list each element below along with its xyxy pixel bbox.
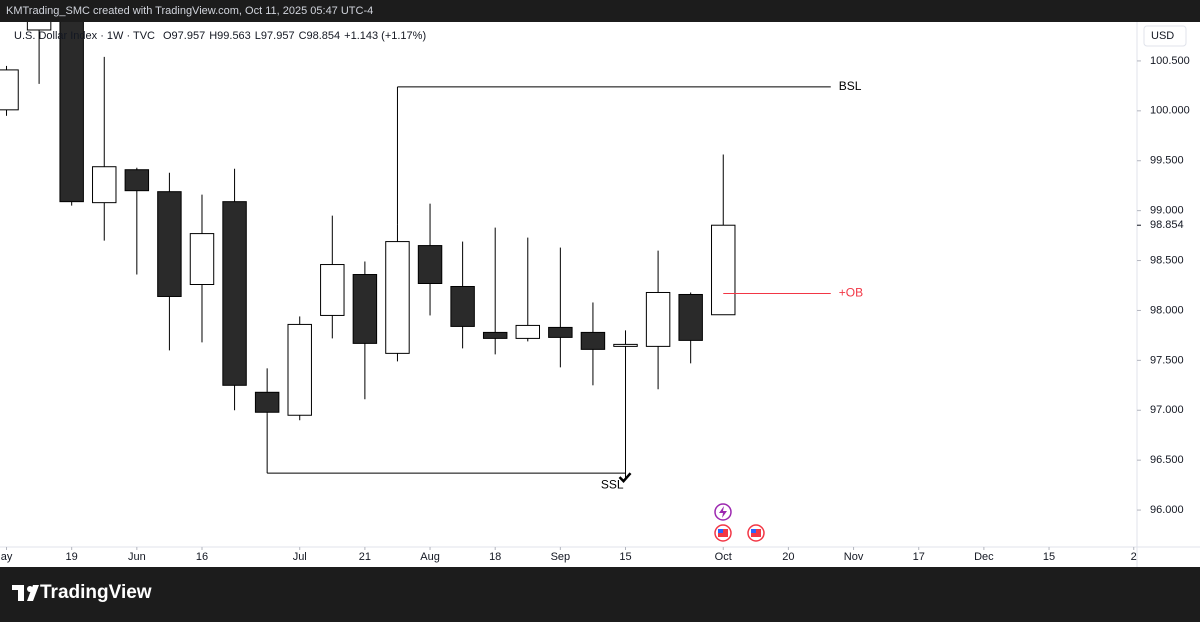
candle-body [548, 326, 573, 338]
top-bar [0, 0, 1200, 22]
candle [482, 227, 508, 355]
candle [645, 250, 671, 390]
x-tick-label: 2 [1131, 551, 1137, 563]
candle-body [580, 331, 606, 350]
currency-button[interactable] [1143, 25, 1187, 47]
plot [0, 22, 736, 479]
candle [189, 194, 215, 343]
candle [450, 241, 475, 349]
x-tick-label: 15 [1043, 551, 1055, 563]
candle-body [26, 22, 52, 31]
candle [26, 22, 52, 84]
candle [92, 56, 117, 241]
legend-item: H99.563 [209, 30, 251, 42]
candle [124, 167, 150, 275]
x-tick-label: 20 [782, 551, 794, 563]
event-icons [714, 503, 765, 542]
header-text: KMTrading_SMC created with TradingView.c… [6, 5, 373, 17]
x-tick-label: 15 [619, 551, 631, 563]
y-tick-label: 99.000 [1150, 205, 1184, 217]
candle-body [124, 169, 150, 192]
legend-item: O97.957 [163, 30, 205, 42]
level-label: SSL [601, 477, 624, 491]
candle-body [222, 201, 247, 386]
candle-body [189, 233, 215, 285]
candle-body [59, 22, 84, 203]
candle-body [157, 191, 182, 297]
level-label: BSL [839, 79, 862, 93]
x-tick-label: 19 [66, 551, 78, 563]
candle-body [613, 343, 638, 347]
legend-item: L97.957 [255, 30, 295, 42]
candle [0, 65, 19, 116]
candle-body [352, 274, 378, 344]
y-tick-label: 99.500 [1150, 155, 1184, 167]
legend-item: U.S. Dollar Index · 1W · TVC [14, 30, 155, 42]
candle-body [287, 323, 312, 416]
x-tick-label: 21 [359, 551, 371, 563]
candle-body [254, 391, 280, 413]
legend-item: +1.143 (+1.17%) [344, 30, 426, 42]
candle [254, 368, 280, 414]
legend-item: C98.854 [299, 30, 341, 42]
candle-body [0, 69, 19, 111]
brand-name: TradingView [40, 582, 152, 603]
candle [417, 203, 443, 316]
candle [678, 292, 703, 364]
y-tick-label: 97.500 [1150, 354, 1184, 366]
y-tick-label: 98.500 [1150, 254, 1184, 266]
candle [515, 237, 541, 342]
last-price-label: 98.854 [1150, 219, 1184, 231]
chart-area [0, 22, 1200, 567]
candle [352, 261, 378, 400]
candle-body [320, 264, 345, 316]
candle [548, 247, 573, 368]
y-tick-label: 98.000 [1150, 304, 1184, 316]
candle-body [482, 331, 508, 339]
x-tick-label: Aug [420, 551, 440, 563]
brand-logo-dot [27, 586, 33, 592]
candle [613, 330, 638, 479]
x-tick-label: 16 [196, 551, 208, 563]
x-tick-label: ay [1, 551, 13, 563]
legend: U.S. Dollar Index · 1W · TVC O97.957 H99.5… [14, 30, 426, 42]
x-tick-label: Jul [293, 551, 307, 563]
candle [287, 316, 312, 421]
candle-body [515, 324, 541, 339]
y-tick-label: 100.000 [1150, 105, 1190, 117]
candle-body [450, 285, 475, 327]
currency-label: USD [1151, 30, 1174, 42]
x-tick-label: 17 [913, 551, 925, 563]
y-tick-label: 100.500 [1150, 55, 1190, 67]
candle [157, 172, 182, 351]
candle-body [678, 293, 703, 341]
x-tick-label: Oct [715, 551, 732, 563]
candle [320, 215, 345, 339]
x-tick-label: Sep [551, 551, 571, 563]
y-tick-label: 96.500 [1150, 454, 1184, 466]
y-tick-label: 97.000 [1150, 404, 1184, 416]
level-label: +OB [839, 286, 863, 300]
candle [580, 302, 606, 386]
x-tick-label: 18 [489, 551, 501, 563]
candle [711, 154, 736, 316]
check-mark [618, 472, 632, 483]
candle [385, 224, 410, 362]
candle-body [417, 245, 443, 285]
x-tick-label: Jun [128, 551, 146, 563]
candle [59, 22, 84, 206]
candle-body [711, 224, 736, 316]
x-tick-label: Dec [974, 551, 994, 563]
y-tick-label: 96.000 [1150, 504, 1184, 516]
candle-body [645, 291, 671, 347]
x-tick-label: Nov [844, 551, 864, 563]
candle-body [385, 241, 410, 354]
footer-bar [0, 567, 1200, 617]
candle [222, 168, 247, 411]
candle-body [92, 166, 117, 204]
